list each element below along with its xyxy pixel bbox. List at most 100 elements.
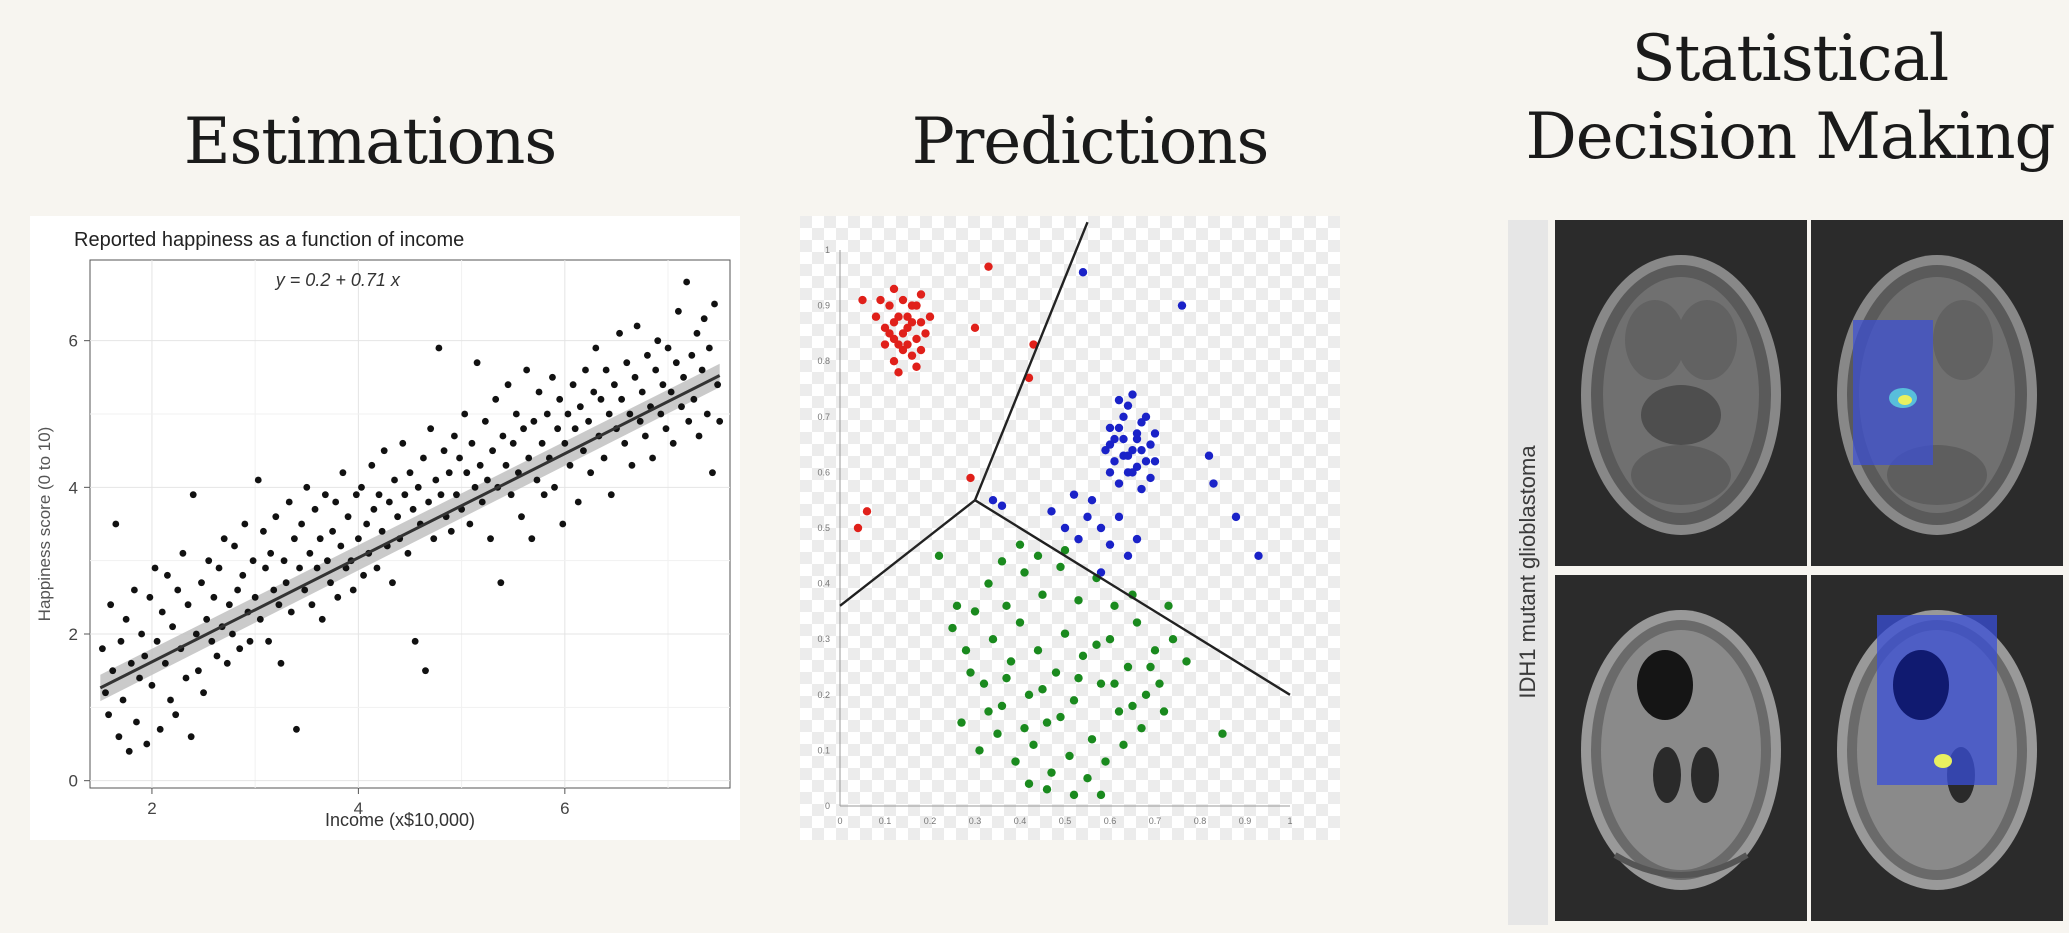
data-point <box>652 366 660 374</box>
data-point <box>898 295 908 305</box>
data-point <box>251 593 259 601</box>
data-point <box>105 711 112 719</box>
data-point <box>523 366 531 374</box>
data-point <box>961 646 971 655</box>
data-point <box>1114 479 1124 488</box>
data-point <box>1074 596 1083 605</box>
data-point <box>703 410 711 418</box>
data-point <box>538 439 546 447</box>
data-point <box>198 579 205 587</box>
data-point <box>1132 618 1142 627</box>
data-point <box>1060 629 1070 638</box>
data-point <box>1096 568 1106 577</box>
checker-background <box>800 216 1340 840</box>
decision-boundary-line <box>974 499 1291 696</box>
data-point <box>716 417 724 425</box>
data-point <box>1132 534 1142 544</box>
data-point <box>127 659 135 667</box>
data-point <box>1128 445 1137 455</box>
data-point <box>1074 673 1083 683</box>
data-point <box>925 312 935 321</box>
data-point <box>1204 451 1214 460</box>
data-point <box>1110 679 1119 688</box>
data-point <box>551 483 558 491</box>
data-point <box>440 447 448 455</box>
data-point <box>332 498 340 506</box>
data-point <box>473 359 481 367</box>
brain-scan-overlay-image <box>1837 610 2037 890</box>
data-point <box>528 535 536 543</box>
data-point <box>411 637 419 645</box>
data-point <box>1105 635 1115 644</box>
y-tick-label: 4 <box>69 478 78 497</box>
x-tick-label: 0.4 <box>1014 816 1027 826</box>
data-point <box>260 527 267 535</box>
estimations-chart-panel: Reported happiness as a function of inco… <box>30 216 740 840</box>
data-point <box>1123 551 1133 560</box>
predictions-heading: Predictions <box>911 105 1270 179</box>
data-point <box>339 469 347 477</box>
classification-scatter-chart: 0 0.1 0.2 0.3 0.4 0.5 0.6 0.7 0.8 0.9 1 0 0.1 0.2 0.3 0… <box>800 216 1340 840</box>
data-point <box>664 344 672 352</box>
data-point <box>1146 662 1155 672</box>
data-point <box>512 410 520 418</box>
data-point <box>164 571 171 579</box>
data-point <box>143 740 151 748</box>
data-point <box>1074 534 1083 544</box>
data-point <box>277 659 285 667</box>
y-axis-label: Happiness score (0 to 10) <box>35 427 54 622</box>
data-point <box>1024 779 1034 788</box>
data-point <box>1033 551 1043 560</box>
heading-line-1: Statistical <box>1631 22 1949 96</box>
data-point <box>194 667 202 675</box>
mri-side-label-bar: IDH1 mutant glioblastoma <box>1508 220 1548 925</box>
data-point <box>1231 512 1241 522</box>
data-point <box>556 395 564 403</box>
data-point <box>453 491 460 499</box>
data-point <box>492 395 500 403</box>
y-tick-label: 0.9 <box>817 301 830 311</box>
data-point <box>641 432 649 440</box>
brain-scan-image <box>1581 610 1781 890</box>
data-point <box>618 395 626 403</box>
mri-scan-bottom-right <box>1811 575 2063 921</box>
data-point <box>1150 457 1160 466</box>
data-point <box>481 417 489 425</box>
data-point <box>525 454 533 462</box>
data-point <box>590 388 598 396</box>
data-point <box>254 476 262 484</box>
y-tick-label: 0.7 <box>817 412 830 422</box>
data-point <box>997 557 1007 566</box>
data-point <box>509 439 517 447</box>
data-point <box>1168 635 1178 644</box>
data-point <box>1137 484 1146 494</box>
data-point <box>1087 735 1097 744</box>
data-point <box>1101 757 1110 766</box>
regression-equation: y = 0.2 + 0.71 x <box>274 270 401 290</box>
data-point <box>290 535 298 543</box>
data-point <box>1078 268 1088 277</box>
data-point <box>894 368 903 377</box>
data-point <box>680 373 687 381</box>
data-point <box>385 498 393 506</box>
data-point <box>179 549 187 557</box>
data-point <box>1119 434 1128 444</box>
data-point <box>997 501 1007 510</box>
predictions-chart-panel: 0 0.1 0.2 0.3 0.4 0.5 0.6 0.7 0.8 0.9 1 0 0.1 0.2 0.3 0… <box>800 216 1340 840</box>
data-point <box>141 652 149 660</box>
data-point <box>535 388 543 396</box>
data-point <box>466 520 474 528</box>
brain-scan-image <box>1581 255 1781 535</box>
data-point <box>1182 657 1191 666</box>
data-point <box>1119 451 1128 460</box>
data-point <box>876 295 885 305</box>
data-point <box>700 315 708 323</box>
data-point <box>657 410 665 418</box>
y-tick-label: 0 <box>69 772 78 791</box>
data-point <box>853 523 863 533</box>
data-point <box>210 593 218 601</box>
data-point <box>502 461 510 469</box>
data-point <box>576 403 584 411</box>
data-point <box>889 284 899 294</box>
data-point <box>1101 445 1110 455</box>
